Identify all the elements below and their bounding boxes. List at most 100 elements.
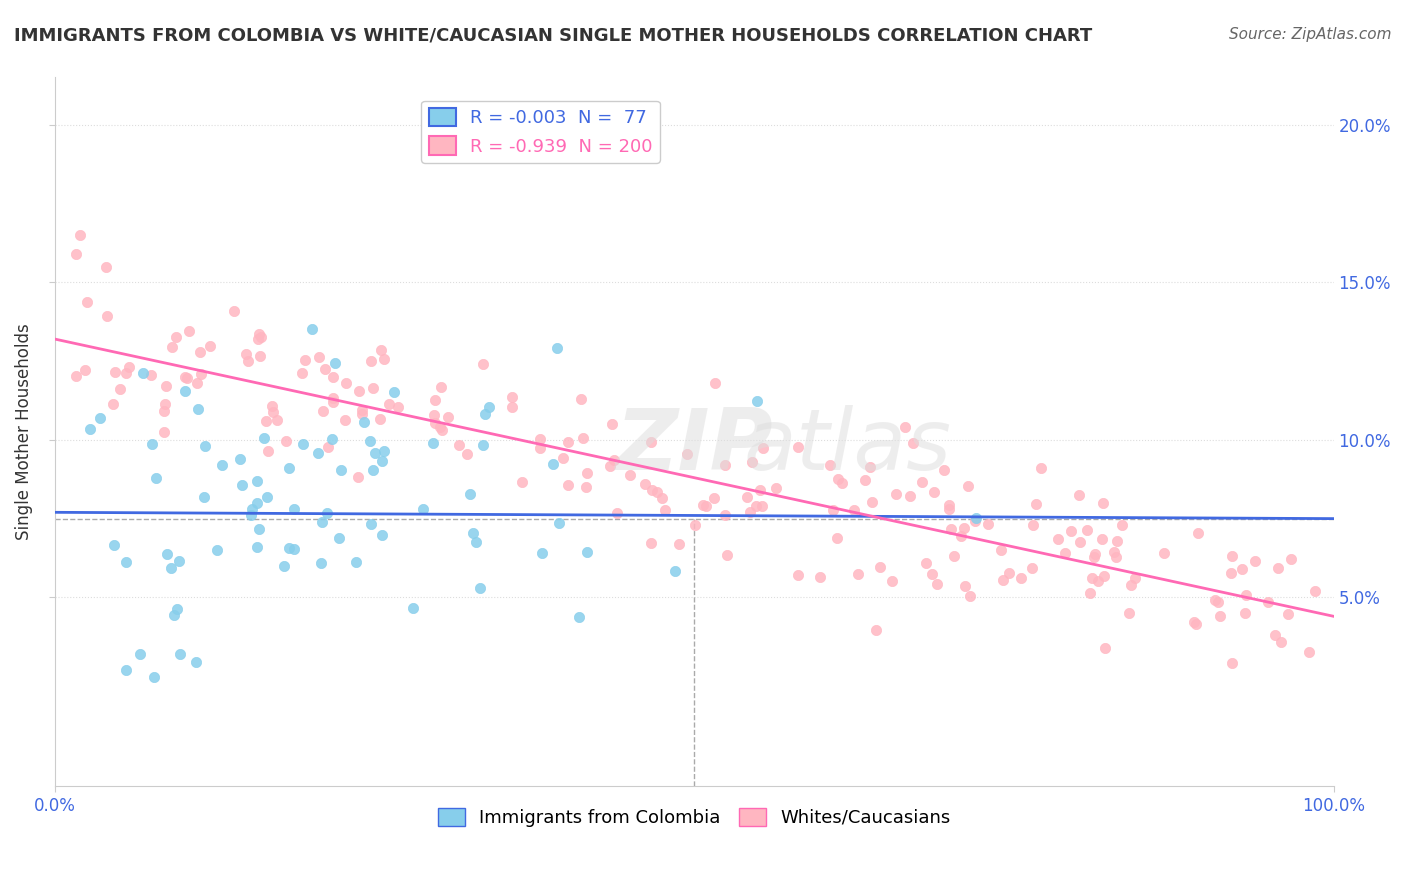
Point (1087, 574, 1109, 589)
Point (173, 370, 195, 384)
Point (915, 556, 938, 570)
Point (1029, 461, 1052, 475)
Point (530, 546, 553, 560)
Point (236, 354, 259, 368)
Point (194, 439, 217, 453)
Point (79, 421, 101, 435)
Point (155, 379, 177, 393)
Point (668, 537, 690, 551)
Point (865, 623, 887, 637)
Point (307, 446, 329, 460)
Point (425, 416, 447, 430)
Point (1105, 549, 1128, 564)
Point (335, 376, 357, 390)
Point (751, 500, 773, 514)
Point (1010, 571, 1032, 585)
Point (925, 576, 948, 591)
Point (1091, 532, 1114, 546)
Point (765, 481, 787, 495)
Point (278, 460, 301, 475)
Point (1107, 534, 1129, 549)
Point (474, 407, 496, 421)
Point (1220, 549, 1243, 563)
Point (166, 602, 188, 616)
Point (846, 566, 869, 581)
Point (546, 342, 568, 356)
Point (664, 564, 686, 578)
Point (156, 547, 179, 561)
Point (1092, 569, 1115, 583)
Point (114, 663, 136, 677)
Point (501, 391, 523, 405)
Point (73, 363, 96, 377)
Point (401, 601, 423, 615)
Point (1182, 615, 1205, 630)
Point (370, 343, 392, 357)
Point (859, 459, 882, 474)
Text: Source: ZipAtlas.com: Source: ZipAtlas.com (1229, 27, 1392, 42)
Point (422, 435, 444, 450)
Point (683, 517, 706, 532)
Point (901, 436, 924, 450)
Point (108, 382, 131, 396)
Y-axis label: Single Mother Households: Single Mother Households (15, 324, 32, 541)
Point (247, 522, 270, 536)
Point (965, 514, 987, 528)
Point (695, 499, 717, 513)
Point (1220, 656, 1243, 670)
Point (115, 366, 138, 380)
Point (575, 480, 598, 494)
Point (292, 437, 315, 451)
Point (430, 380, 453, 394)
Point (322, 394, 344, 409)
Point (472, 357, 495, 371)
Point (1208, 595, 1230, 609)
Point (645, 485, 668, 500)
Point (360, 516, 382, 531)
Point (117, 359, 139, 374)
Point (1081, 571, 1104, 585)
Point (911, 475, 934, 490)
Point (169, 647, 191, 661)
Point (898, 490, 921, 504)
Point (186, 656, 208, 670)
Point (894, 420, 917, 434)
Point (167, 554, 190, 568)
Point (568, 610, 591, 624)
Point (139, 368, 162, 382)
Point (641, 483, 664, 498)
Point (932, 463, 955, 477)
Point (952, 521, 974, 535)
Point (94, 260, 117, 274)
Point (160, 561, 183, 575)
Point (675, 447, 697, 461)
Point (322, 391, 344, 405)
Point (821, 502, 844, 516)
Point (741, 455, 763, 469)
Point (998, 566, 1021, 581)
Point (89, 410, 111, 425)
Point (278, 541, 301, 555)
Point (132, 366, 155, 380)
Point (1204, 593, 1226, 607)
Point (260, 399, 283, 413)
Point (152, 425, 174, 439)
Point (173, 384, 195, 399)
Point (235, 346, 257, 360)
Point (703, 376, 725, 390)
Point (478, 401, 501, 415)
Point (922, 485, 945, 500)
Point (186, 376, 208, 391)
Point (1067, 488, 1090, 502)
Point (745, 499, 768, 513)
Point (128, 647, 150, 661)
Point (510, 475, 533, 490)
Point (65, 247, 87, 261)
Point (640, 435, 662, 450)
Point (714, 458, 737, 472)
Point (69, 227, 91, 242)
Point (177, 324, 200, 338)
Point (787, 567, 810, 582)
Point (1119, 578, 1142, 592)
Point (557, 478, 579, 492)
